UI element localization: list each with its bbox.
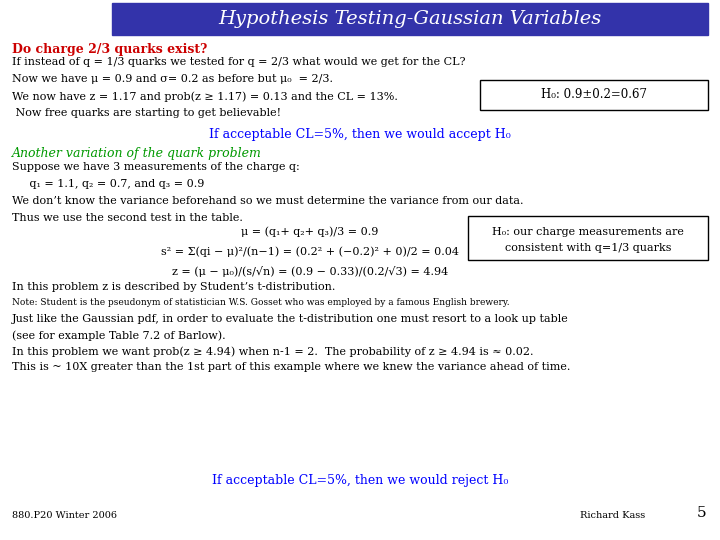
Text: We don’t know the variance beforehand so we must determine the variance from our: We don’t know the variance beforehand so… — [12, 196, 523, 206]
Text: We now have z = 1.17 and prob(z ≥ 1.17) = 0.13 and the CL = 13%.: We now have z = 1.17 and prob(z ≥ 1.17) … — [12, 91, 398, 102]
Text: 880.P20 Winter 2006: 880.P20 Winter 2006 — [12, 511, 117, 520]
Text: q₁ = 1.1, q₂ = 0.7, and q₃ = 0.9: q₁ = 1.1, q₂ = 0.7, and q₃ = 0.9 — [12, 179, 204, 189]
Bar — [468, 216, 708, 260]
Bar — [112, 3, 708, 35]
Text: If instead of q = 1/3 quarks we tested for q = 2/3 what would we get for the CL?: If instead of q = 1/3 quarks we tested f… — [12, 57, 466, 67]
Text: Another variation of the quark problem: Another variation of the quark problem — [12, 147, 262, 160]
Text: H₀: 0.9±0.2=0.67: H₀: 0.9±0.2=0.67 — [541, 89, 647, 102]
Text: Suppose we have 3 measurements of the charge q:: Suppose we have 3 measurements of the ch… — [12, 162, 300, 172]
Text: This is ~ 10X greater than the 1st part of this example where we knew the varian: This is ~ 10X greater than the 1st part … — [12, 362, 570, 372]
Text: Richard Kass: Richard Kass — [580, 511, 645, 520]
Text: H₀: our charge measurements are: H₀: our charge measurements are — [492, 227, 684, 237]
Text: In this problem we want prob(z ≥ 4.94) when n-1 = 2.  The probability of z ≥ 4.9: In this problem we want prob(z ≥ 4.94) w… — [12, 346, 534, 356]
Text: Now we have μ = 0.9 and σ= 0.2 as before but μ₀  = 2/3.: Now we have μ = 0.9 and σ= 0.2 as before… — [12, 74, 333, 84]
Text: 5: 5 — [696, 506, 706, 520]
Text: (see for example Table 7.2 of Barlow).: (see for example Table 7.2 of Barlow). — [12, 330, 225, 341]
Text: In this problem z is described by Student’s t-distribution.: In this problem z is described by Studen… — [12, 282, 336, 292]
Text: s² = Σ(qi − μ)²/(n−1) = (0.2² + (−0.2)² + 0)/2 = 0.04: s² = Σ(qi − μ)²/(n−1) = (0.2² + (−0.2)² … — [161, 246, 459, 256]
Text: Do charge 2/3 quarks exist?: Do charge 2/3 quarks exist? — [12, 43, 207, 56]
Text: Thus we use the second test in the table.: Thus we use the second test in the table… — [12, 213, 243, 223]
Text: μ = (q₁+ q₂+ q₃)/3 = 0.9: μ = (q₁+ q₂+ q₃)/3 = 0.9 — [241, 226, 379, 237]
Text: Now free quarks are starting to get believable!: Now free quarks are starting to get beli… — [12, 108, 281, 118]
Text: consistent with q=1/3 quarks: consistent with q=1/3 quarks — [505, 243, 671, 253]
Text: Just like the Gaussian pdf, in order to evaluate the t-distribution one must res: Just like the Gaussian pdf, in order to … — [12, 314, 569, 324]
Text: Hypothesis Testing-Gaussian Variables: Hypothesis Testing-Gaussian Variables — [218, 10, 602, 28]
Text: Note: Student is the pseudonym of statistician W.S. Gosset who was employed by a: Note: Student is the pseudonym of statis… — [12, 298, 510, 307]
Text: If acceptable CL=5%, then we would accept H₀: If acceptable CL=5%, then we would accep… — [209, 128, 511, 141]
Text: If acceptable CL=5%, then we would reject H₀: If acceptable CL=5%, then we would rejec… — [212, 474, 508, 487]
Bar — [480, 80, 708, 110]
Text: z = (μ − μ₀)/(s/√n) = (0.9 − 0.33)/(0.2/√3) = 4.94: z = (μ − μ₀)/(s/√n) = (0.9 − 0.33)/(0.2/… — [172, 266, 448, 277]
